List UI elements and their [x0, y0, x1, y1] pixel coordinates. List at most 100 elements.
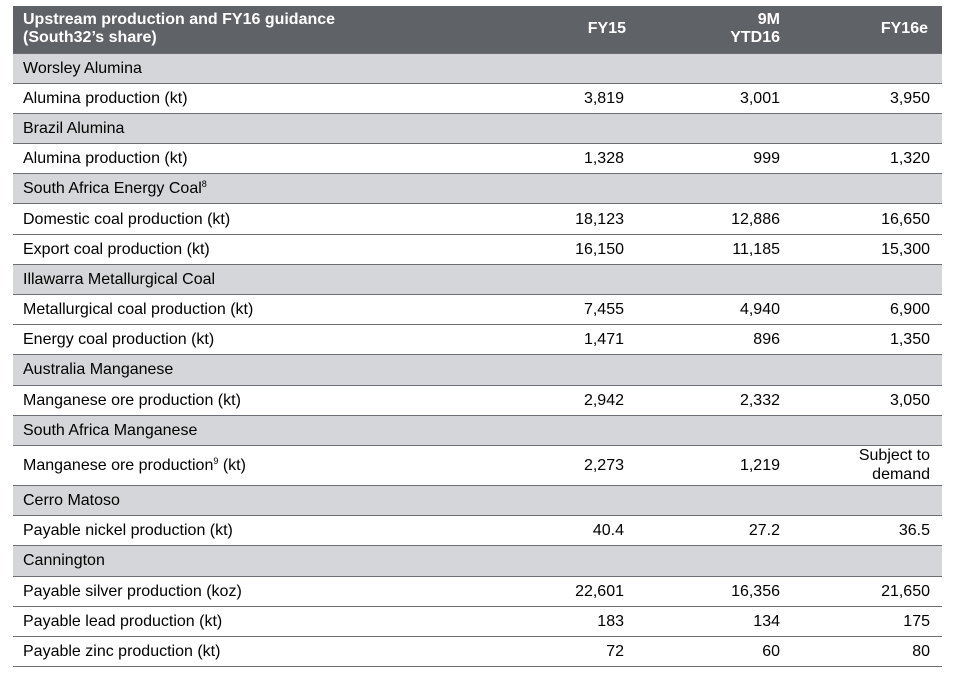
cell-fy15: 16,150: [575, 240, 624, 258]
column-header-9m-line-1: 9M: [757, 11, 780, 29]
cell-fy16e: 16,650: [881, 210, 930, 228]
cell-fy15: 3,819: [583, 89, 624, 107]
cell-fy15: 2,273: [583, 456, 624, 474]
cell-fy16e: 80: [912, 642, 930, 660]
row-label: Payable silver production (koz): [23, 582, 242, 600]
cell-fy15: 22,601: [575, 582, 624, 600]
footnote-marker: 9: [213, 455, 219, 466]
row-label-cell: Alumina production (kt): [13, 83, 465, 113]
section-title: Illawarra Metallurgical Coal: [23, 270, 216, 288]
section-row: Cerro Matoso: [13, 485, 942, 516]
table-row: Manganese ore production (kt) 2,942 2,332 3…: [13, 385, 942, 415]
table-row: Alumina production (kt) 1,328 999 1,320: [13, 143, 942, 174]
row-label-cell: Payable silver production (koz): [13, 576, 465, 606]
cell-fy16e: 1,350: [889, 331, 930, 349]
section-title: Cannington: [23, 552, 105, 570]
cell-fy15: 18,123: [575, 210, 624, 228]
table-title-line-2: (South32’s share): [23, 29, 157, 47]
row-label-cell: Manganese ore production9 (kt): [13, 445, 465, 485]
column-header-fy15: FY15: [465, 6, 636, 53]
column-header-fy16e: FY16e: [790, 6, 942, 53]
section-title: South Africa Energy Coal: [23, 180, 202, 198]
row-label: Alumina production (kt): [23, 150, 188, 168]
section-row: South Africa Energy Coal8: [13, 173, 942, 204]
row-label: Manganese ore production: [23, 456, 214, 474]
cell-9m-ytd16: 16,356: [731, 582, 780, 600]
cell-fy16e: 3,950: [889, 89, 930, 107]
row-label-cell: Domestic coal production (kt): [13, 204, 465, 234]
table-row: Payable zinc production (kt) 72 60 80: [13, 636, 942, 667]
row-label: Domestic coal production (kt): [23, 210, 231, 228]
section-cell: Brazil Alumina: [13, 113, 942, 144]
section-title: South Africa Manganese: [23, 421, 198, 439]
section-row: South Africa Manganese: [13, 415, 942, 446]
cell-9m-ytd16: 999: [753, 150, 780, 168]
row-label-cell: Alumina production (kt): [13, 144, 465, 174]
header-row: Upstream production and FY16 guidance (S…: [13, 6, 942, 53]
cell-9m-ytd16: 27.2: [748, 522, 780, 540]
row-label-cell: Payable nickel production (kt): [13, 516, 465, 546]
cell-fy16e: 175: [903, 612, 930, 630]
section-cell: Illawarra Metallurgical Coal: [13, 264, 942, 295]
cell-fy15: 2,942: [583, 391, 624, 409]
cell-fy15: 1,328: [583, 150, 624, 168]
cell-fy16e: 6,900: [889, 301, 930, 319]
cell-fy16e: Subject to demand: [858, 447, 930, 484]
row-label-cell: Energy coal production (kt): [13, 325, 465, 355]
footnote-marker: 8: [201, 179, 207, 190]
section-row: Worsley Alumina: [13, 53, 942, 84]
section-cell: South Africa Energy Coal8: [13, 173, 942, 204]
table-header: Upstream production and FY16 guidance (S…: [13, 6, 942, 53]
row-label: Payable lead production (kt): [23, 612, 223, 630]
cell-9m-ytd16: 1,219: [739, 456, 780, 474]
table-row: Payable silver production (koz) 22,601 16,…: [13, 576, 942, 606]
cell-9m-ytd16: 11,185: [732, 240, 780, 258]
cell-fy15: 72: [606, 642, 624, 660]
cell-fy15: 40.4: [592, 522, 624, 540]
row-label: Metallurgical coal production (kt): [23, 301, 254, 319]
row-label-cell: Payable zinc production (kt): [13, 636, 465, 666]
production-guidance-table: Upstream production and FY16 guidance (S…: [13, 6, 942, 667]
table-row: Metallurgical coal production (kt) 7,455 4…: [13, 294, 942, 325]
cell-fy16e: 3,050: [889, 391, 930, 409]
row-label: Export coal production (kt): [23, 240, 210, 258]
cell-9m-ytd16: 60: [762, 642, 780, 660]
section-row: Brazil Alumina: [13, 113, 942, 144]
row-label-unit: (kt): [218, 456, 246, 474]
section-row: Illawarra Metallurgical Coal: [13, 264, 942, 295]
cell-fy16e: 21,650: [881, 582, 930, 600]
table-row: Alumina production (kt) 3,819 3,001 3,950: [13, 83, 942, 113]
table-row: Payable lead production (kt) 183 134 175: [13, 606, 942, 636]
table-row: Energy coal production (kt) 1,471 896 1,350: [13, 324, 942, 355]
row-label: Payable nickel production (kt): [23, 522, 233, 540]
column-header-fy16e-label: FY16e: [880, 20, 928, 38]
cell-fy16e: 15,300: [881, 240, 930, 258]
section-cell: Cannington: [13, 545, 942, 576]
column-header-9m-ytd16: 9M YTD16: [636, 6, 790, 53]
cell-9m-ytd16: 4,940: [739, 301, 780, 319]
section-row: Cannington: [13, 545, 942, 576]
cell-9m-ytd16: 896: [753, 331, 780, 349]
table-body: Worsley Alumina Alumina production (kt) 3,…: [13, 53, 942, 667]
column-header-9m-line-2: YTD16: [730, 29, 780, 47]
cell-fy15: 183: [597, 612, 624, 630]
row-label-cell: Metallurgical coal production (kt): [13, 295, 465, 325]
section-row: Australia Manganese: [13, 354, 942, 386]
cell-9m-ytd16: 134: [753, 612, 780, 630]
row-label: Energy coal production (kt): [23, 331, 215, 349]
table-title: Upstream production and FY16 guidance (S…: [13, 6, 465, 53]
cell-fy16e: 1,320: [889, 150, 930, 168]
section-title: Cerro Matoso: [23, 492, 120, 510]
cell-fy15: 1,471: [583, 331, 624, 349]
table-row: Manganese ore production9 (kt) 2,273 1,219…: [13, 445, 942, 485]
cell-fy16e: 36.5: [898, 522, 930, 540]
section-cell: Australia Manganese: [13, 354, 942, 386]
row-label-cell: Export coal production (kt): [13, 234, 465, 264]
cell-9m-ytd16: 2,332: [739, 391, 780, 409]
cell-9m-ytd16: 12,886: [731, 210, 780, 228]
row-label-cell: Manganese ore production (kt): [13, 385, 465, 415]
table-title-line-1: Upstream production and FY16 guidance: [23, 11, 336, 29]
section-title: Brazil Alumina: [23, 119, 125, 137]
section-cell: Cerro Matoso: [13, 485, 942, 516]
table-row: Domestic coal production (kt) 18,123 12,88…: [13, 203, 942, 234]
